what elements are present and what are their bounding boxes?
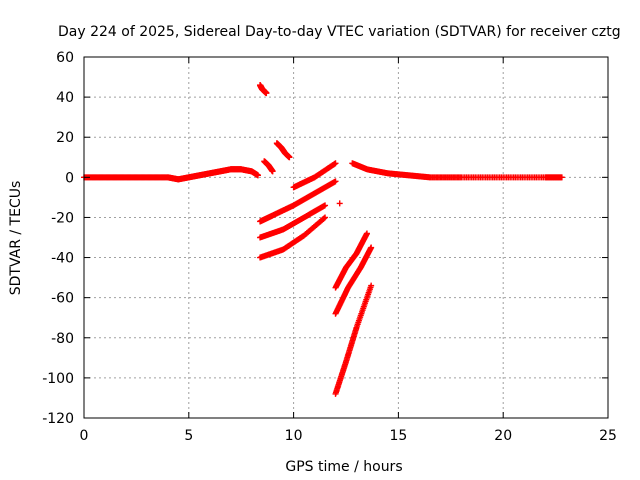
data-point xyxy=(336,200,343,207)
x-tick-label: 0 xyxy=(80,428,89,444)
series-arc-upper xyxy=(273,140,293,161)
series-cluster-40 xyxy=(257,82,270,97)
series-tail xyxy=(349,160,565,181)
data-point xyxy=(286,154,293,161)
y-tick-label: 0 xyxy=(65,170,74,186)
data-point xyxy=(558,174,565,181)
data-point xyxy=(363,230,370,237)
y-tick-label: -100 xyxy=(42,371,74,387)
data-point xyxy=(368,244,375,251)
series-track-d xyxy=(290,160,339,191)
y-tick-label: -40 xyxy=(51,251,74,267)
y-tick-label: -120 xyxy=(42,411,74,427)
series-arc-mid xyxy=(261,158,276,175)
y-tick-label: -60 xyxy=(51,291,74,307)
series-track-a xyxy=(257,178,339,225)
data-point xyxy=(332,178,339,185)
y-tick-label: -20 xyxy=(51,210,74,226)
series-track-b xyxy=(257,202,329,241)
data-points xyxy=(81,82,565,397)
y-tick-label: 60 xyxy=(56,50,74,66)
y-tick-label: 40 xyxy=(56,90,74,106)
x-tick-label: 5 xyxy=(184,428,193,444)
x-tick-label: 15 xyxy=(389,428,407,444)
y-axis: -120 -100 -80 -60 -40 -20 0 20 40 60 xyxy=(42,50,608,427)
data-point xyxy=(322,214,329,221)
chart-title: Day 224 of 2025, Sidereal Day-to-day VTE… xyxy=(58,24,621,40)
x-tick-label: 20 xyxy=(494,428,512,444)
series-baseline xyxy=(81,166,261,183)
x-axis-label: GPS time / hours xyxy=(285,459,402,475)
data-point xyxy=(368,282,375,289)
data-point xyxy=(322,202,329,209)
data-point xyxy=(254,172,261,179)
data-point xyxy=(332,160,339,167)
data-point xyxy=(263,90,270,97)
series-track-c xyxy=(257,214,329,261)
y-tick-label: 20 xyxy=(56,130,74,146)
x-axis: 0 5 10 15 20 25 xyxy=(80,57,617,444)
y-axis-label: SDTVAR / TECUs xyxy=(8,181,24,296)
series-track-f xyxy=(332,244,375,317)
x-tick-label: 25 xyxy=(599,428,617,444)
plot-frame xyxy=(83,56,609,419)
data-point xyxy=(269,168,276,175)
x-tick-label: 10 xyxy=(285,428,303,444)
series-track-g xyxy=(332,282,375,397)
series-stray xyxy=(336,200,343,207)
data-point xyxy=(321,215,328,222)
series-track-e xyxy=(332,230,370,291)
y-tick-label: -80 xyxy=(51,331,74,347)
